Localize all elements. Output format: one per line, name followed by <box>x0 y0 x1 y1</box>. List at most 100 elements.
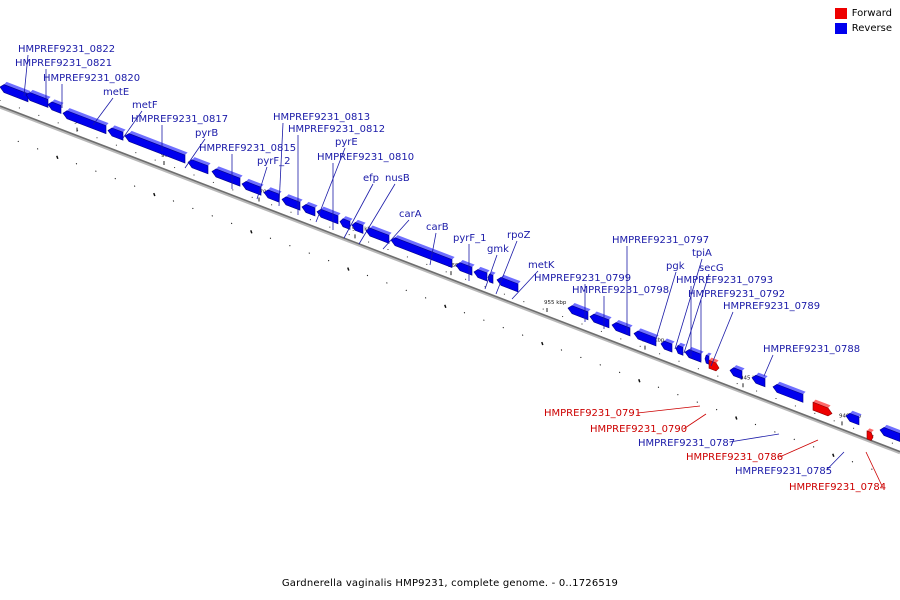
feature-top-face <box>51 99 64 106</box>
guide-tick <box>599 364 601 366</box>
guide-tick <box>347 267 350 271</box>
guide-tick <box>36 148 39 150</box>
guide-tick <box>250 230 253 234</box>
leader-line <box>92 97 114 126</box>
forward-gene-feature <box>866 428 874 441</box>
gene-label: pgk <box>666 261 685 272</box>
reverse-gene-feature <box>455 260 475 276</box>
feature-top-face <box>246 178 264 188</box>
feature-front-face <box>351 222 364 234</box>
gene-features <box>0 81 900 442</box>
label-leader-lines <box>23 54 883 488</box>
feature-top-face <box>689 346 704 355</box>
feature-top-face <box>884 424 900 434</box>
leader-line <box>495 240 518 295</box>
leader-line <box>122 110 143 139</box>
gene-label: HMPREF9231_0798 <box>572 285 669 296</box>
feature-top-face <box>572 303 591 312</box>
reverse-gene-feature <box>241 178 264 196</box>
reverse-gene-feature <box>124 130 188 164</box>
gene-label: secG <box>699 263 724 274</box>
reverse-swatch <box>834 23 847 34</box>
gene-label: pyrE <box>335 137 358 148</box>
leader-line <box>23 54 29 97</box>
feature-top-face <box>370 225 392 236</box>
guide-tick <box>754 423 757 426</box>
feature-front-face <box>708 359 720 372</box>
gene-label: tpiA <box>692 248 712 259</box>
gene-label: HMPREF9231_0817 <box>131 114 228 125</box>
tick-label: 955 kbp <box>544 300 567 306</box>
leader-line <box>763 354 774 377</box>
feature-front-face <box>25 92 49 108</box>
feature-top-face <box>216 166 243 179</box>
feature-top-face <box>664 338 675 345</box>
leader-line <box>382 219 410 250</box>
feature-top-face <box>355 219 366 226</box>
genome-backbone <box>0 105 900 455</box>
gene-label: pyrF_2 <box>257 156 291 167</box>
feature-front-face <box>845 413 860 426</box>
feature-top-face <box>594 311 612 320</box>
feature-front-face <box>365 227 390 244</box>
gene-label: HMPREF9231_0789 <box>723 301 820 312</box>
reverse-gene-feature <box>567 303 591 321</box>
feature-front-face <box>684 349 702 363</box>
guide-tick <box>211 215 213 217</box>
leader-line <box>256 166 268 200</box>
gene-label: HMPREF9231_0785 <box>735 466 832 477</box>
gene-label: HMPREF9231_0788 <box>763 344 860 355</box>
gene-label: HMPREF9231_0787 <box>638 438 735 449</box>
backbone-line <box>0 105 900 453</box>
map-caption: Gardnerella vaginalis HMP9231, complete … <box>281 578 619 589</box>
legend-item-forward: Forward <box>834 8 892 19</box>
feature-top-face <box>112 125 126 133</box>
feature-front-face <box>301 204 316 217</box>
feature-top-face <box>460 260 475 268</box>
feature-top-face <box>343 216 353 222</box>
reverse-gene-feature <box>365 225 392 244</box>
guide-tick <box>618 371 621 374</box>
gene-label: gmk <box>487 244 509 255</box>
feature-top-face <box>733 365 745 371</box>
leader-line <box>779 439 819 458</box>
gene-label: pyrF_1 <box>453 233 487 244</box>
gene-label: carB <box>426 222 449 233</box>
feature-front-face <box>772 384 804 403</box>
reverse-gene-feature <box>187 157 211 175</box>
reverse-gene-feature <box>704 352 712 365</box>
reverse-gene-feature <box>211 166 243 187</box>
gene-label: efp <box>363 173 379 184</box>
gene-label: HMPREF9231_0812 <box>288 124 385 135</box>
feature-top-face <box>395 235 455 260</box>
reverse-gene-feature <box>496 274 521 293</box>
guide-tick <box>832 453 835 458</box>
tick-label: 965 kbp <box>352 226 375 232</box>
guide-tick <box>638 379 641 383</box>
guide-tick <box>17 140 19 143</box>
guide-tick <box>424 297 427 299</box>
leader-line <box>655 271 677 340</box>
guide-tick <box>541 341 544 346</box>
guide-tick <box>444 304 447 309</box>
leader-line <box>511 270 539 300</box>
guide-tick <box>483 319 485 321</box>
leader-line <box>278 122 284 207</box>
gene-label: carA <box>399 209 422 220</box>
guide-tick <box>308 252 310 254</box>
gene-label: HMPREF9231_0797 <box>612 235 709 246</box>
gene-label: metF <box>132 100 158 111</box>
leader-line <box>826 451 845 471</box>
leader-line <box>683 273 710 354</box>
leader-line <box>484 254 498 290</box>
legend-forward-label: Forward <box>851 8 892 19</box>
forward-swatch <box>834 8 847 19</box>
reverse-gene-feature <box>684 346 704 363</box>
feature-top-face <box>67 108 109 126</box>
feature-top-face <box>268 187 282 195</box>
guide-tick <box>327 259 330 262</box>
feature-top-face <box>678 342 686 348</box>
legend: Forward Reverse <box>834 8 892 38</box>
reverse-gene-feature <box>351 219 366 234</box>
guide-tick <box>696 401 698 403</box>
